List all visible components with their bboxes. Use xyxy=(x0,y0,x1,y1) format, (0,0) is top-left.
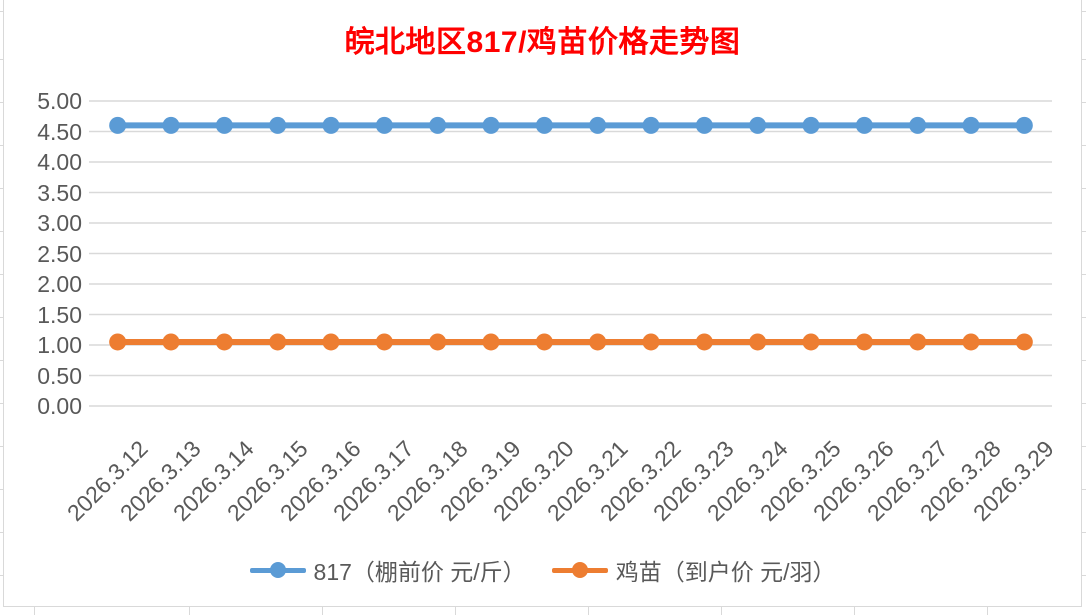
y-axis-tick-label: 5.00 xyxy=(37,88,82,114)
y-axis-tick-label: 2.00 xyxy=(37,271,82,297)
legend-item-jimiao[interactable]: 鸡苗（到户价 元/羽） xyxy=(551,553,836,587)
y-axis-tick-label: 1.00 xyxy=(37,332,82,358)
legend-label-817: 817（棚前价 元/斤） xyxy=(313,559,526,585)
y-axis-tick-label: 1.50 xyxy=(37,301,82,328)
y-axis-tick-label: 4.00 xyxy=(37,149,82,175)
legend-line-marker-blue-icon xyxy=(249,561,306,579)
spreadsheet-gridlines-bottom xyxy=(0,607,1086,615)
y-axis-tick-label: 2.50 xyxy=(37,240,82,267)
y-axis-tick-label: 4.50 xyxy=(37,118,82,145)
legend-line-marker-orange-icon xyxy=(551,561,608,579)
legend-item-817[interactable]: 817（棚前价 元/斤） xyxy=(249,553,526,587)
spreadsheet-gridlines-right xyxy=(1082,0,1086,607)
legend: 817（棚前价 元/斤） 鸡苗（到户价 元/羽） xyxy=(4,549,1081,591)
chart-area[interactable]: 皖北地区817/鸡苗价格走势图 5.00 4.50 4.00 3.50 3.00 2.50… xyxy=(3,0,1082,607)
spreadsheet-gridlines-left xyxy=(0,0,3,607)
y-axis-tick-label: 0.50 xyxy=(37,362,82,389)
y-axis-tick-label: 3.50 xyxy=(37,179,82,206)
y-axis-tick-label: 0.00 xyxy=(37,393,82,419)
y-axis-tick-label: 3.00 xyxy=(37,210,82,236)
plot-area xyxy=(89,100,1052,407)
chart-title: 皖北地区817/鸡苗价格走势图 xyxy=(344,26,741,59)
legend-label-jimiao: 鸡苗（到户价 元/羽） xyxy=(615,559,836,585)
